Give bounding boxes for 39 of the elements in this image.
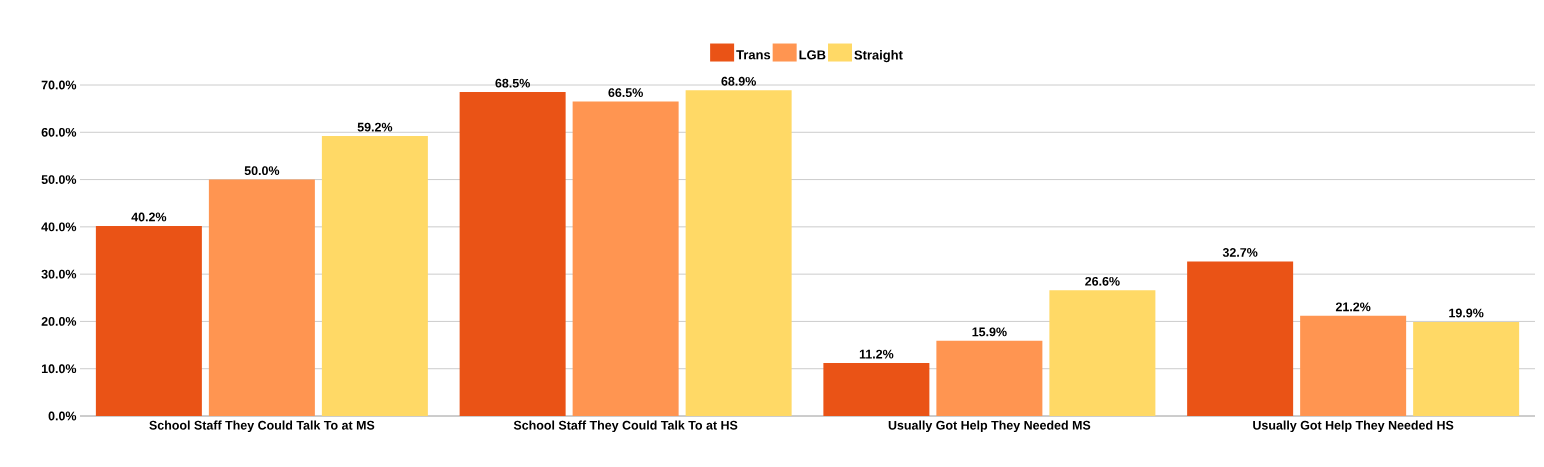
y-tick-label: 40.0% <box>41 222 77 232</box>
bar <box>1300 315 1407 416</box>
x-tick-label: Usually Got Help They Needed MS <box>888 420 1091 433</box>
x-tick-label: Usually Got Help They Needed HS <box>1253 420 1454 433</box>
x-tick-label: School Staff They Could Talk To at HS <box>513 420 738 433</box>
data-label: 11.2% <box>859 349 894 359</box>
bar <box>1413 321 1520 416</box>
legend-label: LGB <box>799 50 826 60</box>
data-label: 21.2% <box>1335 302 1371 312</box>
data-label: 26.6% <box>1085 276 1120 286</box>
bar <box>208 179 315 416</box>
data-label: 68.9% <box>721 76 756 86</box>
data-label: 68.5% <box>495 78 530 88</box>
y-tick-label: 70.0% <box>41 80 77 90</box>
bar <box>572 101 679 416</box>
y-tick-label: 60.0% <box>41 127 77 137</box>
y-tick-label: 20.0% <box>41 317 77 326</box>
x-tick-label: School Staff They Could Talk To at MS <box>149 420 375 433</box>
data-label: 40.2% <box>131 212 167 222</box>
bar <box>1049 290 1156 416</box>
y-tick-label: 10.0% <box>41 364 77 374</box>
legend-label: Trans <box>736 50 771 60</box>
y-tick-label: 30.0% <box>41 269 77 279</box>
data-label: 15.9% <box>972 327 1007 337</box>
bar <box>459 92 566 416</box>
bar <box>95 225 202 416</box>
legend-label: Straight <box>854 50 903 63</box>
data-label: 59.2% <box>357 122 393 132</box>
bar <box>321 136 428 416</box>
bar <box>1187 261 1294 416</box>
data-label: 66.5% <box>608 88 643 98</box>
bar <box>685 90 792 416</box>
y-tick-label: 50.0% <box>41 175 77 184</box>
data-label: 32.7% <box>1222 248 1258 257</box>
bar <box>936 340 1043 416</box>
data-label: 50.0% <box>244 166 280 176</box>
y-tick-label: 0.0% <box>48 411 77 421</box>
data-label: 19.9% <box>1449 308 1484 318</box>
bar <box>823 363 930 416</box>
